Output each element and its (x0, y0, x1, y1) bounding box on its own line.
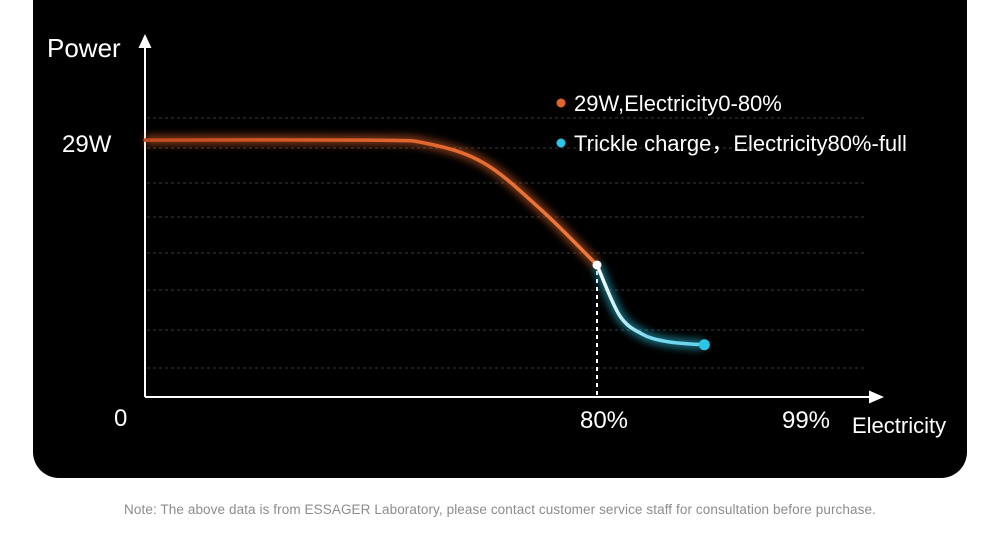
x-tick-label-80: 80% (580, 407, 628, 434)
y-axis-arrow-icon (138, 34, 152, 48)
series-glow-fast-charge (144, 134, 601, 269)
charging-power-chart: Power 29W 0 80% 99% Electricity 29W,Elec… (47, 33, 946, 438)
x-tick-label-99: 99% (782, 407, 830, 434)
origin-label: 0 (114, 405, 127, 432)
y-axis-label: Power (47, 33, 121, 63)
legend-dot-trickle-charge (556, 138, 566, 148)
x-axis-arrow-icon (869, 390, 884, 404)
x-axis-label: Electricity (852, 413, 946, 438)
end-point (698, 339, 710, 351)
chart-panel (33, 0, 967, 478)
series-line-trickle-charge (595, 263, 707, 347)
series-line-fast-charge (143, 138, 599, 267)
legend-dot-fast-charge (556, 98, 566, 108)
y-tick-label-29w: 29W (62, 131, 112, 158)
transition-point (592, 260, 602, 270)
footer-note: Note: The above data is from ESSAGER Lab… (124, 502, 876, 517)
legend-label-trickle-charge: Trickle charge，Electricity80%-full (574, 131, 907, 156)
legend-label-fast-charge: 29W,Electricity0-80% (574, 91, 782, 116)
